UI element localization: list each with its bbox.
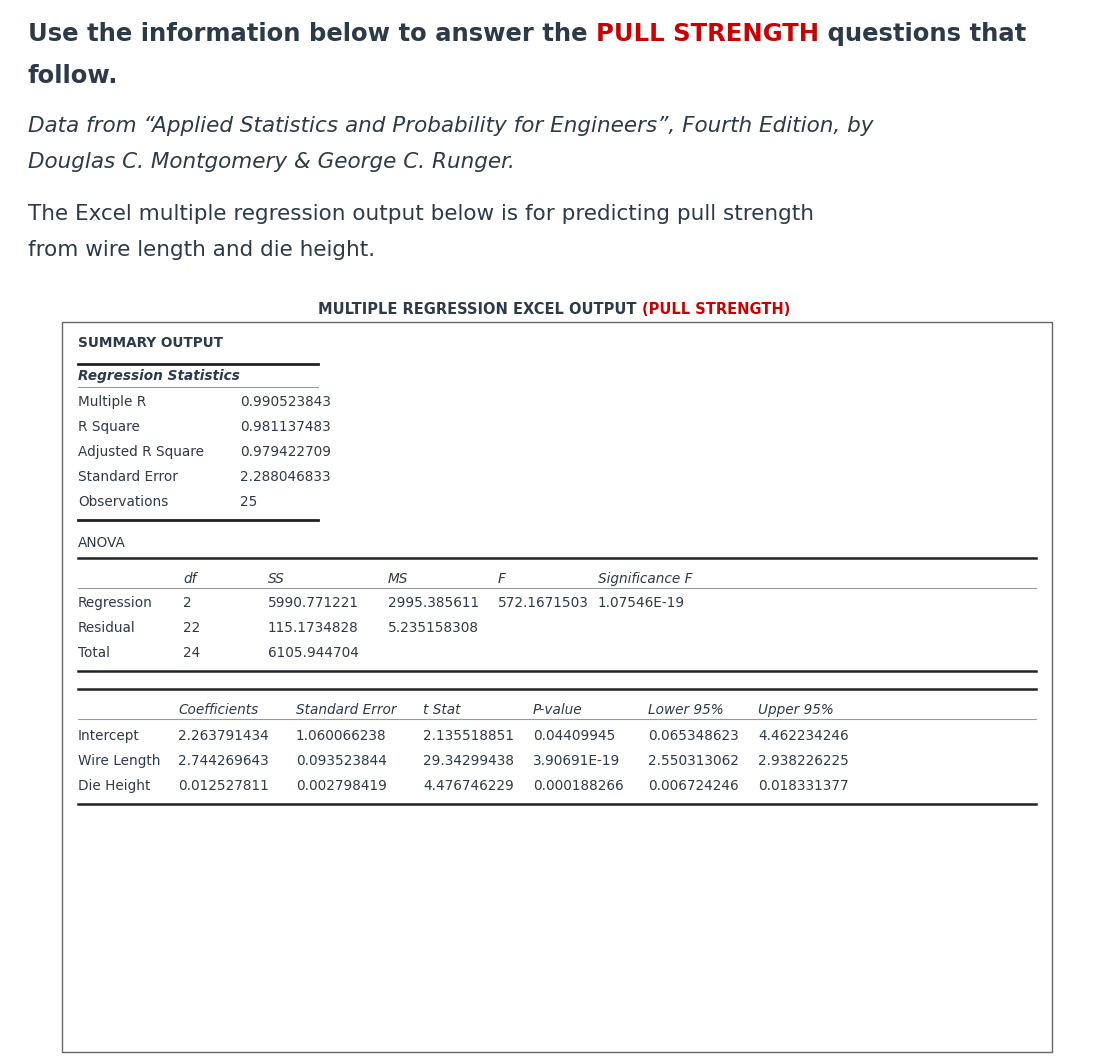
Text: P-value: P-value [533,703,583,717]
Text: Data from “Applied Statistics and Probability for Engineers”, Fourth Edition, by: Data from “Applied Statistics and Probab… [28,116,873,136]
Text: Residual: Residual [78,621,136,635]
Text: Multiple R: Multiple R [78,395,146,409]
Text: 6105.944704: 6105.944704 [268,646,359,660]
Text: 0.012527811: 0.012527811 [178,779,269,793]
Text: 2.938226225: 2.938226225 [758,754,849,768]
Text: 2.135518851: 2.135518851 [423,729,514,743]
Text: Regression: Regression [78,596,153,610]
Text: 115.1734828: 115.1734828 [268,621,359,635]
Text: 2: 2 [183,596,192,610]
Text: Use the information below to answer the: Use the information below to answer the [28,22,596,46]
Text: R Square: R Square [78,420,140,434]
Text: 0.04409945: 0.04409945 [533,729,615,743]
Bar [62,322,1051,1052]
Text: 1.07546E-19: 1.07546E-19 [598,596,685,610]
Text: df: df [183,572,196,586]
Text: from wire length and die height.: from wire length and die height. [28,240,376,260]
Text: follow.: follow. [28,64,119,88]
Text: Total: Total [78,646,110,660]
Text: ANOVA: ANOVA [78,536,126,550]
Text: 25: 25 [240,495,257,509]
Text: SUMMARY OUTPUT: SUMMARY OUTPUT [78,336,223,350]
Text: Intercept: Intercept [78,729,140,743]
Text: 0.979422709: 0.979422709 [240,445,331,459]
Text: 0.990523843: 0.990523843 [240,395,331,409]
Text: 0.018331377: 0.018331377 [758,779,849,793]
Text: Observations: Observations [78,495,168,509]
Text: Standard Error: Standard Error [296,703,397,717]
Text: 2.263791434: 2.263791434 [178,729,269,743]
Text: Wire Length: Wire Length [78,754,161,768]
Text: 0.002798419: 0.002798419 [296,779,387,793]
Text: F: F [497,572,506,586]
Text: MULTIPLE REGRESSION EXCEL OUTPUT: MULTIPLE REGRESSION EXCEL OUTPUT [318,302,642,317]
Text: PULL STRENGTH: PULL STRENGTH [596,22,819,46]
Text: 24: 24 [183,646,201,660]
Text: Die Height: Die Height [78,779,151,793]
Text: 572.1671503: 572.1671503 [497,596,588,610]
Text: Adjusted R Square: Adjusted R Square [78,445,204,459]
Text: 0.981137483: 0.981137483 [240,420,331,434]
Text: 0.093523844: 0.093523844 [296,754,387,768]
Text: The Excel multiple regression output below is for predicting pull strength: The Excel multiple regression output bel… [28,204,814,225]
Text: MS: MS [388,572,409,586]
Text: Significance F: Significance F [598,572,692,586]
Text: 2.550313062: 2.550313062 [648,754,739,768]
Text: SS: SS [268,572,285,586]
Text: 3.90691E-19: 3.90691E-19 [533,754,620,768]
Text: Douglas C. Montgomery & George C. Runger.: Douglas C. Montgomery & George C. Runger… [28,152,515,172]
Text: 4.462234246: 4.462234246 [758,729,849,743]
Text: 2995.385611: 2995.385611 [388,596,479,610]
Text: Standard Error: Standard Error [78,470,178,484]
Text: 0.006724246: 0.006724246 [648,779,739,793]
Text: t Stat: t Stat [423,703,461,717]
Text: 1.060066238: 1.060066238 [296,729,387,743]
Text: 22: 22 [183,621,201,635]
Text: Coefficients: Coefficients [178,703,258,717]
Text: Lower 95%: Lower 95% [648,703,724,717]
Text: questions that: questions that [819,22,1026,46]
Text: Regression Statistics: Regression Statistics [78,369,239,383]
Text: 4.476746229: 4.476746229 [423,779,514,793]
Text: 5.235158308: 5.235158308 [388,621,479,635]
Text: 5990.771221: 5990.771221 [268,596,359,610]
Text: 0.000188266: 0.000188266 [533,779,624,793]
Text: 2.744269643: 2.744269643 [178,754,269,768]
Text: 0.065348623: 0.065348623 [648,729,739,743]
Text: Upper 95%: Upper 95% [758,703,834,717]
Text: 2.288046833: 2.288046833 [240,470,330,484]
Text: (PULL STRENGTH): (PULL STRENGTH) [642,302,790,317]
Text: 29.34299438: 29.34299438 [423,754,514,768]
